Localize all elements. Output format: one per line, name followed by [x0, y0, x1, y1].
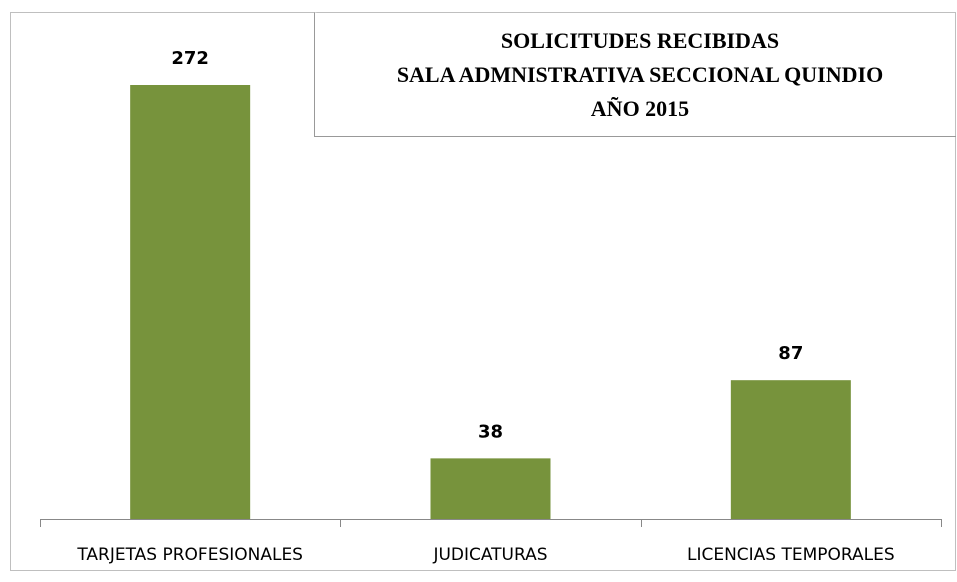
- data-label: 272: [171, 48, 209, 69]
- bar: [430, 458, 551, 519]
- x-tick-label: JUDICATURAS: [432, 545, 547, 565]
- chart-title: SALA ADMNISTRATIVA SECCIONAL QUINDIO: [397, 62, 883, 87]
- bar: [130, 85, 251, 519]
- chart-title: SOLICITUDES RECIBIDAS: [501, 28, 779, 53]
- chart-title: AÑO 2015: [591, 96, 689, 121]
- title-box: [314, 12, 956, 137]
- bar: [730, 380, 851, 519]
- data-label: 87: [778, 343, 803, 364]
- x-tick-label: LICENCIAS TEMPORALES: [687, 545, 895, 565]
- x-tick-label: TARJETAS PROFESIONALES: [76, 545, 303, 565]
- data-label: 38: [478, 421, 503, 442]
